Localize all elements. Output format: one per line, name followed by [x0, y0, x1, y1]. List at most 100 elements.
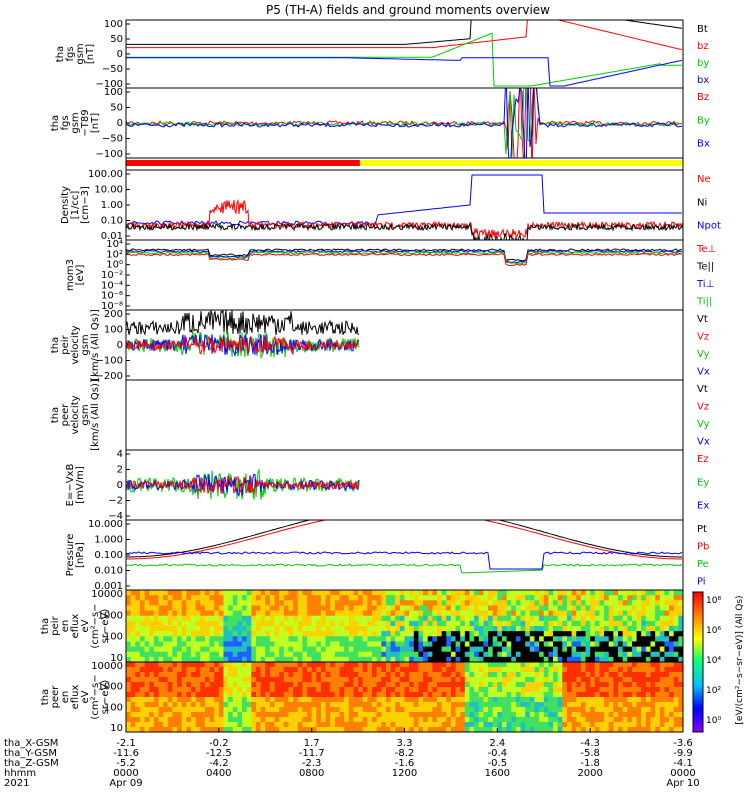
spectro-cell — [251, 692, 257, 698]
spectro-cell — [585, 692, 591, 698]
spectro-cell — [395, 682, 401, 688]
spectro-cell — [645, 590, 652, 596]
spectro-cell — [608, 595, 614, 601]
spectro-cell — [613, 600, 619, 607]
spectro-cell — [288, 707, 294, 713]
spectro-cell — [580, 727, 587, 732]
spectro-cell — [139, 722, 146, 728]
spectro-cell — [511, 595, 517, 601]
spectro-cell — [302, 672, 308, 678]
spectro-cell — [548, 636, 554, 643]
spectro-cell — [186, 646, 192, 653]
spectro-cell — [590, 712, 596, 718]
spectro-cell — [678, 672, 683, 678]
spectro-cell — [195, 662, 201, 668]
spectro-cell — [274, 727, 280, 732]
plot-title: P5 (TH-A) fields and ground moments over… — [266, 3, 550, 17]
spectro-cell — [543, 646, 549, 653]
spectro-cell — [497, 672, 503, 678]
spectro-cell — [158, 697, 164, 703]
spectro-cell — [362, 662, 368, 668]
spectro-cell — [228, 615, 234, 622]
spectro-cell — [381, 667, 387, 673]
spectro-cell — [190, 677, 197, 683]
spectro-cell — [534, 590, 540, 596]
spectro-cell — [260, 631, 266, 637]
spectro-cell — [269, 590, 276, 596]
spectro-cell — [269, 677, 276, 683]
legend-Vy: Vy — [697, 349, 710, 360]
spectro-cell — [242, 646, 248, 653]
ylabel-line: peir — [50, 615, 61, 635]
spectro-cell — [525, 646, 531, 653]
spectro-cell — [274, 702, 280, 708]
spectro-cell — [404, 677, 410, 683]
spectro-cell — [158, 620, 164, 627]
spectro-cell — [372, 702, 378, 708]
spectro-cell — [511, 677, 517, 683]
spectro-cell — [190, 600, 197, 607]
spectro-cell — [622, 717, 628, 723]
spectro-cell — [432, 651, 438, 658]
spectro-cell — [186, 641, 192, 648]
spectro-cell — [218, 672, 225, 678]
spectro-cell — [483, 656, 489, 662]
spectro-cell — [594, 692, 601, 698]
spectro-cell — [608, 707, 614, 713]
spectro-cell — [664, 697, 670, 703]
spectro-cell — [130, 631, 136, 637]
spectro-cell — [399, 707, 406, 713]
spectro-cell — [548, 687, 554, 693]
spectro-cell — [237, 682, 243, 688]
spectro-cell — [158, 600, 164, 607]
spectro-cell — [673, 712, 679, 718]
spectro-cell — [297, 712, 303, 718]
spectro-cell — [497, 717, 503, 723]
spectro-cell — [631, 672, 638, 678]
spectro-cell — [483, 677, 489, 683]
spectro-cell — [529, 656, 536, 662]
spectro-cell — [135, 707, 141, 713]
spectro-cell — [307, 641, 313, 648]
spectro-cell — [279, 687, 285, 693]
spectro-cell — [539, 672, 545, 678]
spectro-cell — [265, 672, 271, 678]
spectro-cell — [488, 687, 494, 693]
spectro-cell — [167, 662, 174, 668]
spectro-cell — [334, 651, 341, 658]
spectro-cell — [158, 641, 164, 648]
spectro-cell — [163, 600, 169, 607]
ytick-label: 1000 — [98, 610, 123, 621]
spectro-cell — [534, 595, 540, 601]
spectro-cell — [399, 677, 406, 683]
spectro-cell — [167, 682, 174, 688]
spectro-cell — [650, 641, 656, 648]
spectro-cell — [492, 727, 498, 732]
spectro-cell — [525, 682, 531, 688]
spectro-cell — [585, 662, 591, 668]
spectro-cell — [423, 595, 429, 601]
row-label: 2021 — [4, 778, 29, 789]
spectro-cell — [126, 615, 132, 622]
spectro-cell — [678, 651, 683, 658]
spectro-cell — [539, 662, 545, 668]
spectro-cell — [460, 667, 466, 673]
xtick-tha_X-GSM: 1.7 — [304, 738, 320, 749]
spectro-cell — [506, 702, 512, 708]
spectro-cell — [566, 646, 573, 653]
spectro-cell — [469, 682, 475, 688]
spectro-cell — [613, 667, 619, 673]
spectro-cell — [497, 620, 503, 627]
spectro-cell — [622, 595, 628, 601]
spectro-cell — [636, 667, 642, 673]
spectro-cell — [186, 636, 192, 643]
spectro-cell — [339, 626, 345, 632]
spectro-cell — [576, 626, 582, 632]
spectro-cell — [580, 651, 587, 658]
spectro-cell — [608, 722, 614, 728]
spectro-cell — [664, 610, 670, 617]
spectro-cell — [474, 717, 480, 723]
spectro-cell — [409, 717, 415, 723]
spectro-cell — [372, 722, 378, 728]
spectro-cell — [418, 600, 424, 607]
